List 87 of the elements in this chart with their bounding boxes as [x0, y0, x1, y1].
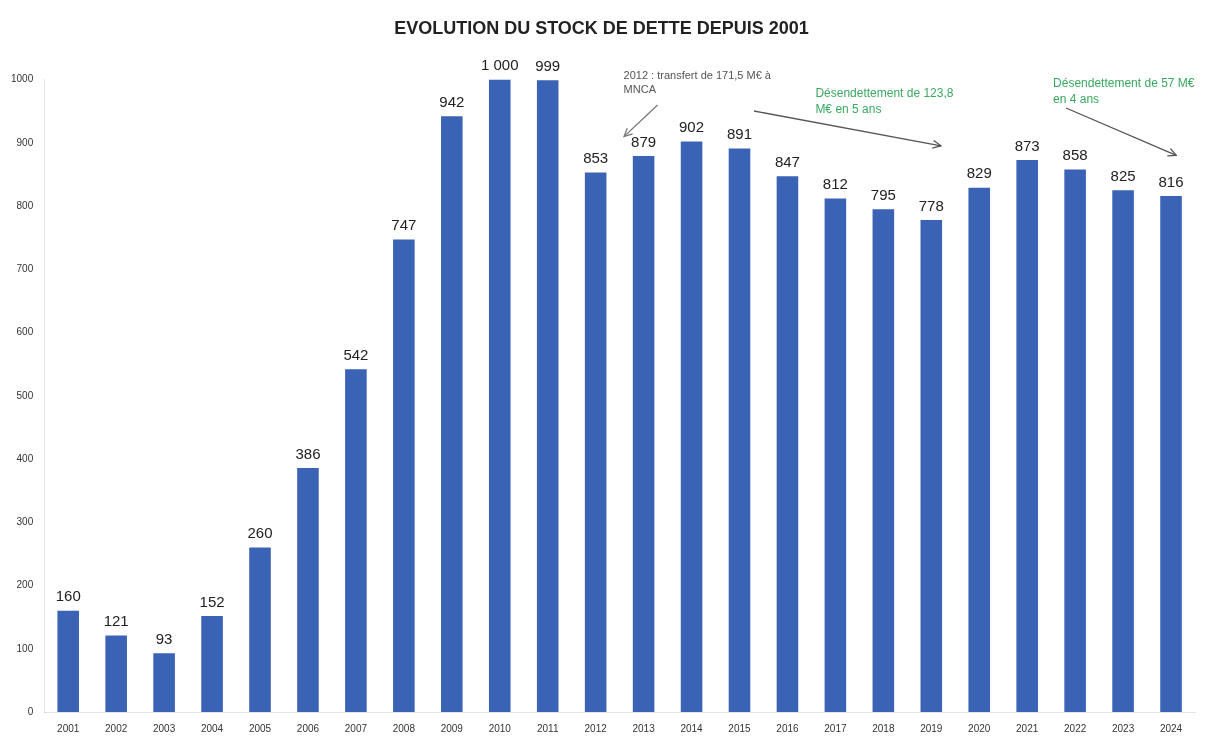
x-tick-label: 2003 [152, 722, 176, 734]
data-label: 160 [55, 587, 81, 605]
data-label: 121 [103, 612, 129, 630]
x-tick-label: 2012 [584, 722, 608, 734]
data-label: 152 [199, 592, 225, 610]
y-tick-label: 800 [16, 199, 34, 211]
data-label: 542 [343, 345, 369, 363]
bar [441, 116, 463, 712]
x-tick-label: 2023 [1111, 722, 1135, 734]
bar [1160, 195, 1182, 712]
bar [249, 547, 271, 712]
x-tick-label: 2015 [728, 722, 752, 734]
x-tick-label: 2022 [1064, 722, 1087, 734]
y-tick-label: 600 [16, 326, 34, 338]
x-tick-label: 2013 [632, 722, 656, 734]
chart-title: EVOLUTION DU STOCK DE DETTE DEPUIS 2001 [394, 17, 809, 38]
data-label: 260 [247, 524, 273, 542]
bar [393, 239, 415, 712]
bar [824, 198, 847, 712]
bar [345, 369, 367, 712]
y-tick-label: 1000 [11, 73, 34, 85]
x-tick-label: 2007 [344, 722, 368, 734]
data-label: 891 [726, 125, 753, 143]
bar [968, 187, 991, 712]
y-tick-label: 500 [16, 389, 34, 401]
annotation: Désendettement de 123,8 M€ en 5 ans [815, 86, 955, 118]
bar [57, 610, 80, 712]
data-label: 879 [631, 132, 657, 150]
bar [488, 79, 511, 712]
bar [776, 176, 799, 712]
x-tick-label: 2009 [440, 722, 464, 734]
x-tick-label: 2019 [920, 722, 943, 734]
data-label: 812 [822, 175, 848, 193]
x-tick-label: 2016 [776, 722, 799, 734]
y-tick-label: 400 [16, 452, 34, 464]
bar [105, 635, 127, 712]
data-label: 1 000 [480, 56, 519, 74]
bar [632, 156, 655, 712]
bar [728, 148, 751, 712]
bar [920, 219, 943, 712]
x-tick-label: 2017 [824, 722, 847, 734]
data-label: 999 [535, 56, 561, 74]
bar [153, 653, 175, 712]
x-tick-label: 2010 [488, 722, 512, 734]
y-tick-label: 700 [16, 263, 34, 275]
bar [297, 467, 319, 712]
data-label: 825 [1110, 166, 1136, 184]
data-label: 747 [391, 216, 417, 234]
x-tick-label: 2005 [248, 722, 272, 734]
annotation: Désendettement de 57 M€ en 4 ans [1053, 76, 1196, 108]
data-label: 816 [1158, 172, 1184, 190]
x-tick-label: 2018 [872, 722, 895, 734]
annotation: 2012 : transfert de 171,5 M€ à MNCA [623, 68, 772, 97]
data-label: 778 [918, 196, 944, 214]
y-tick-label: 300 [16, 516, 34, 528]
bar [1016, 159, 1038, 712]
x-tick-label: 2011 [536, 722, 559, 734]
x-tick-label: 2002 [105, 722, 128, 734]
data-label: 829 [966, 164, 992, 182]
x-tick-label: 2021 [1016, 722, 1039, 734]
data-label: 942 [439, 92, 465, 110]
x-tick-label: 2006 [296, 722, 320, 734]
data-label: 93 [155, 629, 173, 647]
data-label: 902 [679, 118, 705, 136]
bar [584, 172, 607, 712]
x-tick-label: 2014 [680, 722, 704, 734]
data-label: 858 [1062, 146, 1088, 164]
data-label: 853 [583, 149, 609, 167]
y-tick-label: 900 [16, 136, 34, 148]
x-tick-label: 2004 [200, 722, 224, 734]
y-tick-label: 100 [16, 642, 34, 654]
x-tick-label: 2001 [57, 722, 80, 734]
data-label: 873 [1014, 136, 1040, 154]
data-label: 847 [774, 153, 800, 170]
x-tick-label: 2024 [1159, 722, 1183, 734]
x-tick-label: 2008 [392, 722, 416, 734]
bar [872, 209, 895, 712]
bar [1064, 169, 1086, 712]
y-tick-label: 200 [16, 579, 34, 591]
bar [680, 141, 703, 712]
data-label: 386 [295, 444, 321, 462]
bar [1112, 190, 1134, 712]
x-tick-label: 2020 [968, 722, 991, 734]
bar [536, 80, 559, 712]
data-label: 795 [870, 185, 896, 203]
y-tick-label: 0 [27, 705, 34, 717]
bar [201, 615, 223, 712]
